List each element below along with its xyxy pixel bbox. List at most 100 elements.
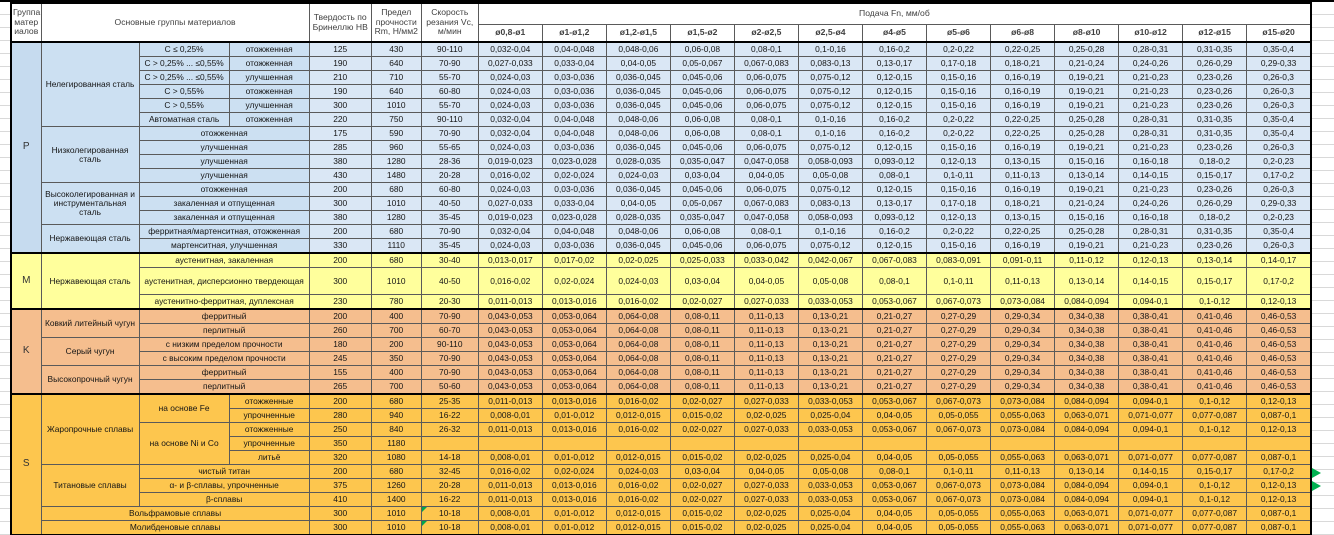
- vc-cell[interactable]: 50-60: [420, 379, 479, 395]
- material-cell[interactable]: улучшенная: [138, 154, 310, 169]
- feed-cell[interactable]: 0,008-0,01: [477, 506, 543, 521]
- feed-cell[interactable]: 0,033-0,053: [797, 478, 863, 493]
- feed-cell[interactable]: 0,15-0,16: [925, 238, 992, 254]
- feed-cell[interactable]: 0,063-0,071: [1054, 506, 1120, 521]
- header-diameter[interactable]: ø12-ø15: [1182, 24, 1248, 43]
- feed-cell[interactable]: 0,46-0,53: [1246, 337, 1312, 352]
- rm-cell[interactable]: 1400: [370, 492, 422, 507]
- material-cell[interactable]: C > 0,55%: [138, 84, 230, 99]
- feed-cell[interactable]: 0,053-0,067: [861, 478, 928, 493]
- feed-cell[interactable]: 0,04-0,05: [733, 464, 799, 479]
- feed-cell[interactable]: 0,077-0,087: [1182, 408, 1248, 423]
- feed-cell[interactable]: 0,26-0,3: [1246, 238, 1312, 254]
- header-diameter[interactable]: ø1,2-ø1,5: [605, 24, 671, 43]
- rm-cell[interactable]: 680: [370, 393, 422, 409]
- feed-cell[interactable]: 0,21-0,27: [861, 379, 928, 395]
- feed-cell[interactable]: 0,06-0,075: [733, 140, 799, 155]
- rm-cell[interactable]: 1260: [370, 478, 422, 493]
- feed-cell[interactable]: 0,093-0,12: [861, 210, 928, 225]
- feed-cell[interactable]: 0,055-0,063: [990, 450, 1056, 465]
- feed-cell[interactable]: 0,38-0,41: [1118, 337, 1184, 352]
- feed-cell[interactable]: 0,027-0,033: [733, 478, 799, 493]
- feed-cell[interactable]: 0,27-0,29: [925, 337, 992, 352]
- feed-cell[interactable]: 0,05-0,067: [669, 196, 735, 211]
- feed-cell[interactable]: 0,04-0,05: [605, 196, 671, 211]
- header-diameter[interactable]: ø2-ø2,5: [733, 24, 799, 43]
- feed-cell[interactable]: 0,04-0,05: [861, 520, 928, 535]
- hb-cell[interactable]: 300: [308, 267, 372, 295]
- feed-cell[interactable]: 0,27-0,29: [925, 365, 992, 380]
- rm-cell[interactable]: 1010: [370, 98, 422, 113]
- feed-cell[interactable]: 0,053-0,067: [861, 422, 928, 437]
- feed-cell[interactable]: 0,1-0,16: [797, 126, 863, 141]
- feed-cell[interactable]: 0,26-0,3: [1246, 98, 1312, 113]
- feed-cell[interactable]: 0,13-0,21: [797, 365, 863, 380]
- feed-cell[interactable]: 0,063-0,071: [1054, 520, 1120, 535]
- feed-cell[interactable]: 0,012-0,015: [605, 408, 671, 423]
- vc-cell[interactable]: 20-28: [420, 168, 479, 183]
- feed-cell[interactable]: 0,11-0,13: [733, 337, 799, 352]
- vc-cell[interactable]: 40-50: [420, 267, 479, 295]
- material-cell[interactable]: отожженная: [228, 56, 310, 71]
- rm-cell[interactable]: 1010: [370, 267, 422, 295]
- rm-cell[interactable]: 940: [370, 408, 422, 423]
- header-feed[interactable]: Подача Fn, мм/об: [477, 2, 1312, 25]
- feed-cell[interactable]: 0,084-0,094: [1054, 478, 1120, 493]
- feed-cell[interactable]: 0,03-0,036: [541, 140, 607, 155]
- feed-cell[interactable]: 0,077-0,087: [1182, 450, 1248, 465]
- feed-cell[interactable]: 0,35-0,4: [1246, 112, 1312, 127]
- feed-cell[interactable]: 0,26-0,3: [1246, 140, 1312, 155]
- feed-cell[interactable]: 0,045-0,06: [669, 70, 735, 85]
- feed-cell[interactable]: 0,27-0,29: [925, 351, 992, 366]
- feed-cell[interactable]: [605, 436, 671, 451]
- feed-cell[interactable]: 0,024-0,03: [477, 140, 543, 155]
- feed-cell[interactable]: 0,087-0,1: [1246, 408, 1312, 423]
- feed-cell[interactable]: 0,071-0,077: [1118, 408, 1184, 423]
- material-cell[interactable]: Автоматная сталь: [138, 112, 230, 127]
- feed-cell[interactable]: 0,075-0,12: [797, 182, 863, 197]
- feed-cell[interactable]: 0,15-0,16: [925, 98, 992, 113]
- feed-cell[interactable]: 0,17-0,2: [1246, 267, 1312, 295]
- feed-cell[interactable]: 0,053-0,064: [541, 365, 607, 380]
- feed-cell[interactable]: 0,016-0,02: [477, 267, 543, 295]
- feed-cell[interactable]: 0,31-0,35: [1182, 224, 1248, 239]
- feed-cell[interactable]: 0,073-0,084: [990, 294, 1056, 310]
- material-cell[interactable]: с высоким пределом прочности: [138, 351, 310, 366]
- feed-cell[interactable]: 0,22-0,25: [990, 126, 1056, 141]
- feed-cell[interactable]: 0,46-0,53: [1246, 308, 1312, 324]
- vc-cell[interactable]: 55-65: [420, 140, 479, 155]
- feed-cell[interactable]: 0,013-0,016: [541, 393, 607, 409]
- feed-cell[interactable]: 0,19-0,21: [1054, 238, 1120, 254]
- feed-cell[interactable]: 0,05-0,055: [925, 506, 992, 521]
- feed-cell[interactable]: 0,02-0,025: [605, 252, 671, 268]
- feed-cell[interactable]: 0,028-0,035: [605, 154, 671, 169]
- feed-cell[interactable]: 0,12-0,15: [861, 98, 928, 113]
- feed-cell[interactable]: 0,04-0,048: [541, 112, 607, 127]
- material-cell[interactable]: чистый титан: [138, 464, 310, 479]
- feed-cell[interactable]: 0,027-0,033: [733, 393, 799, 409]
- feed-cell[interactable]: 0,41-0,46: [1182, 365, 1248, 380]
- feed-cell[interactable]: 0,28-0,31: [1118, 112, 1184, 127]
- feed-cell[interactable]: 0,04-0,05: [605, 56, 671, 71]
- feed-cell[interactable]: 0,091-0,11: [990, 252, 1056, 268]
- feed-cell[interactable]: 0,23-0,26: [1182, 140, 1248, 155]
- feed-cell[interactable]: [1182, 436, 1248, 451]
- vc-cell[interactable]: 90-110: [420, 41, 479, 57]
- feed-cell[interactable]: 0,083-0,091: [925, 252, 992, 268]
- hb-cell[interactable]: 320: [308, 450, 372, 465]
- feed-cell[interactable]: 0,024-0,03: [605, 464, 671, 479]
- feed-cell[interactable]: 0,063-0,071: [1054, 450, 1120, 465]
- hb-cell[interactable]: 300: [308, 506, 372, 521]
- feed-cell[interactable]: 0,38-0,41: [1118, 365, 1184, 380]
- feed-cell[interactable]: 0,03-0,036: [541, 238, 607, 254]
- vc-cell[interactable]: 40-50: [420, 196, 479, 211]
- header-diameter[interactable]: ø1-ø1,2: [541, 24, 607, 43]
- hb-cell[interactable]: 300: [308, 98, 372, 113]
- feed-cell[interactable]: 0,12-0,13: [1246, 478, 1312, 493]
- feed-cell[interactable]: 0,02-0,024: [541, 168, 607, 183]
- feed-cell[interactable]: 0,2-0,23: [1246, 154, 1312, 169]
- rm-cell[interactable]: 840: [370, 422, 422, 437]
- feed-cell[interactable]: 0,01-0,012: [541, 450, 607, 465]
- material-cell[interactable]: C > 0,25% ... ≤0,55%: [138, 70, 230, 85]
- feed-cell[interactable]: 0,027-0,033: [733, 422, 799, 437]
